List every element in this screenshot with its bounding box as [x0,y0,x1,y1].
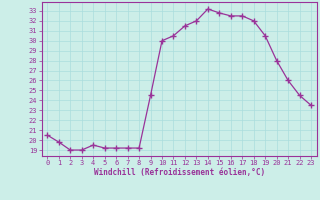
X-axis label: Windchill (Refroidissement éolien,°C): Windchill (Refroidissement éolien,°C) [94,168,265,177]
